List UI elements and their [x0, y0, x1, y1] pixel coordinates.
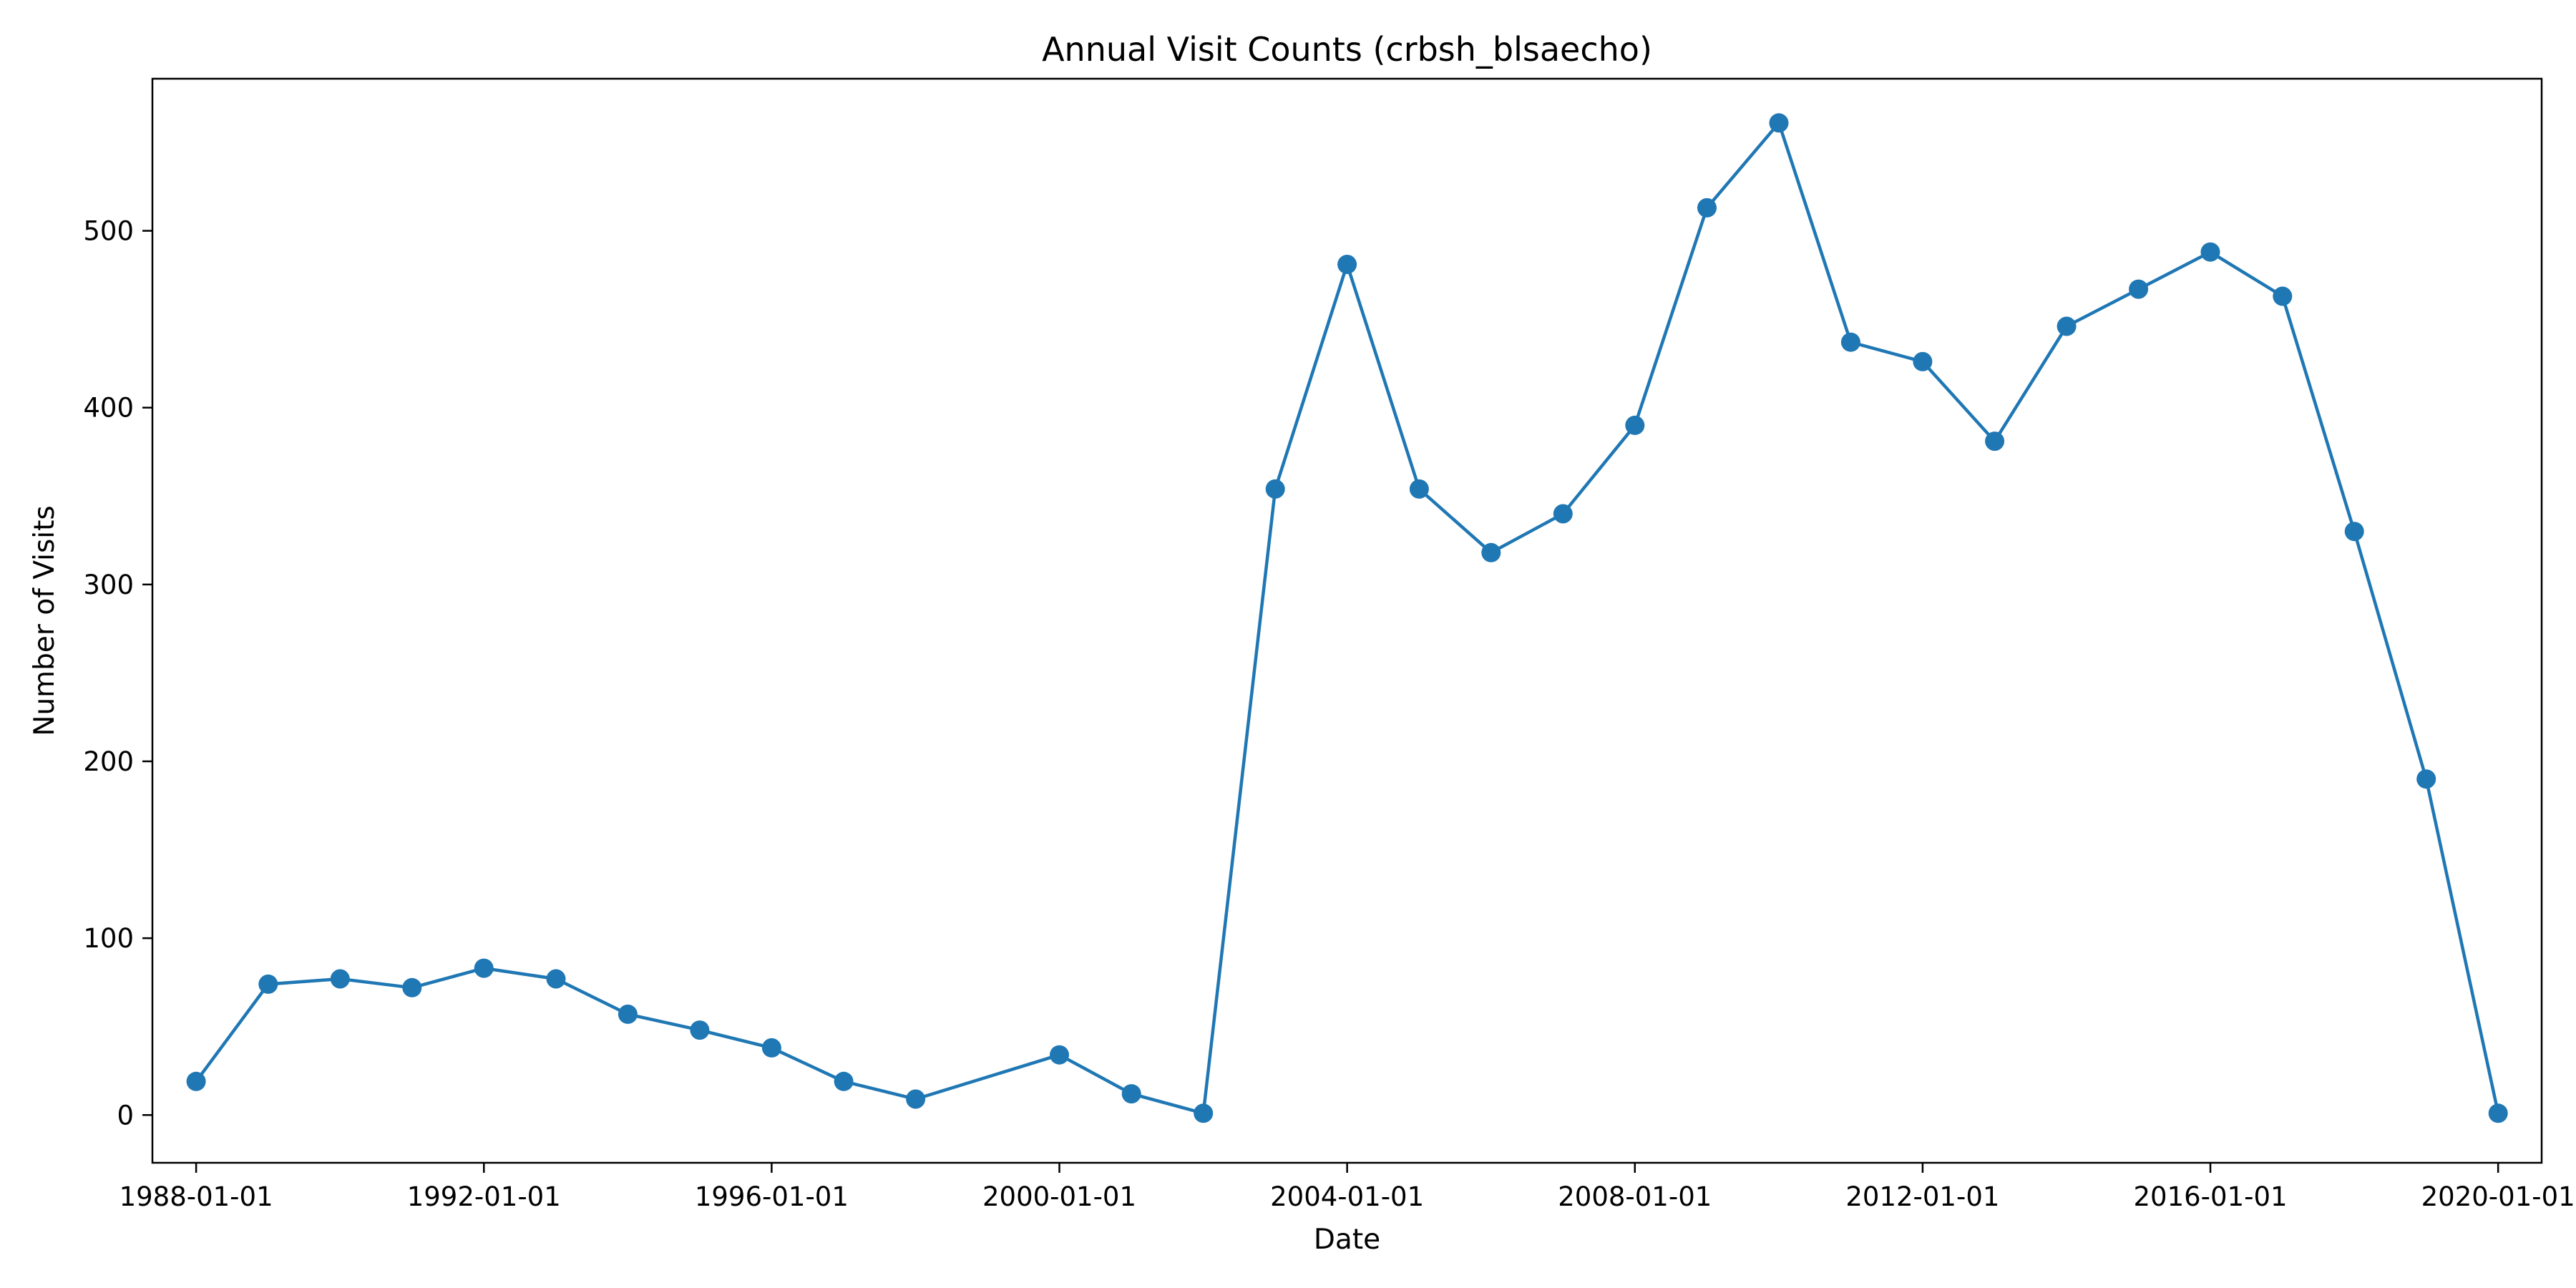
data-point: [1697, 197, 1717, 218]
data-point: [1337, 255, 1357, 274]
data-point: [1265, 479, 1285, 499]
data-point: [1840, 332, 1860, 352]
data-point: [1553, 504, 1573, 524]
data-point: [690, 1020, 710, 1040]
y-tick-label: 200: [83, 746, 134, 777]
x-tick-label: 2004-01-01: [1270, 1181, 1424, 1212]
x-tick-label: 1992-01-01: [407, 1181, 561, 1212]
data-point: [2416, 769, 2436, 789]
data-point: [2273, 286, 2293, 306]
data-point: [1913, 351, 1933, 371]
x-tick-label: 2016-01-01: [2134, 1181, 2288, 1212]
chart-title: Annual Visit Counts (crbsh_blsaecho): [1042, 30, 1652, 69]
series-layer: [186, 113, 2508, 1123]
x-axis: 1988-01-01 1992-01-01 1996-01-01 2000-01-01…: [119, 1163, 2575, 1212]
x-axis-title: Date: [1314, 1224, 1380, 1256]
data-point: [761, 1038, 781, 1058]
data-point: [258, 974, 278, 994]
data-point: [1409, 479, 1429, 499]
data-point: [1985, 431, 2005, 452]
data-point: [2488, 1103, 2508, 1123]
data-point: [1194, 1103, 1214, 1123]
y-tick-label: 400: [83, 393, 134, 424]
x-tick-label: 2020-01-01: [2421, 1181, 2575, 1212]
y-axis-title: Number of Visits: [29, 505, 61, 736]
data-point: [186, 1071, 206, 1091]
data-point: [2129, 279, 2149, 299]
x-tick-label: 2012-01-01: [1845, 1181, 1999, 1212]
y-tick-label: 300: [83, 570, 134, 600]
data-point: [546, 969, 566, 989]
data-point: [906, 1089, 926, 1109]
y-tick-label: 500: [83, 216, 134, 247]
data-point: [1121, 1084, 1141, 1104]
data-point: [474, 958, 494, 978]
data-point: [1481, 542, 1501, 562]
data-point: [330, 969, 350, 989]
series-line: [195, 121, 2500, 1116]
data-point: [1050, 1045, 1069, 1065]
x-tick-label: 2008-01-01: [1558, 1181, 1712, 1212]
y-tick-label: 0: [117, 1100, 134, 1131]
data-point: [1769, 113, 1789, 133]
plot-area-frame: [151, 77, 2543, 1164]
data-point: [618, 1004, 638, 1024]
x-tick-label: 1988-01-01: [119, 1181, 273, 1212]
data-point: [2200, 242, 2220, 262]
x-tick-label: 1996-01-01: [695, 1181, 849, 1212]
x-tick-label: 2000-01-01: [982, 1181, 1136, 1212]
data-point: [1625, 415, 1645, 435]
data-point: [2344, 522, 2364, 542]
data-point: [2057, 316, 2077, 336]
data-point: [402, 977, 422, 997]
y-tick-label: 100: [83, 923, 134, 954]
data-point: [834, 1071, 854, 1091]
y-axis: 0 100 200 300 400 500: [83, 216, 152, 1131]
